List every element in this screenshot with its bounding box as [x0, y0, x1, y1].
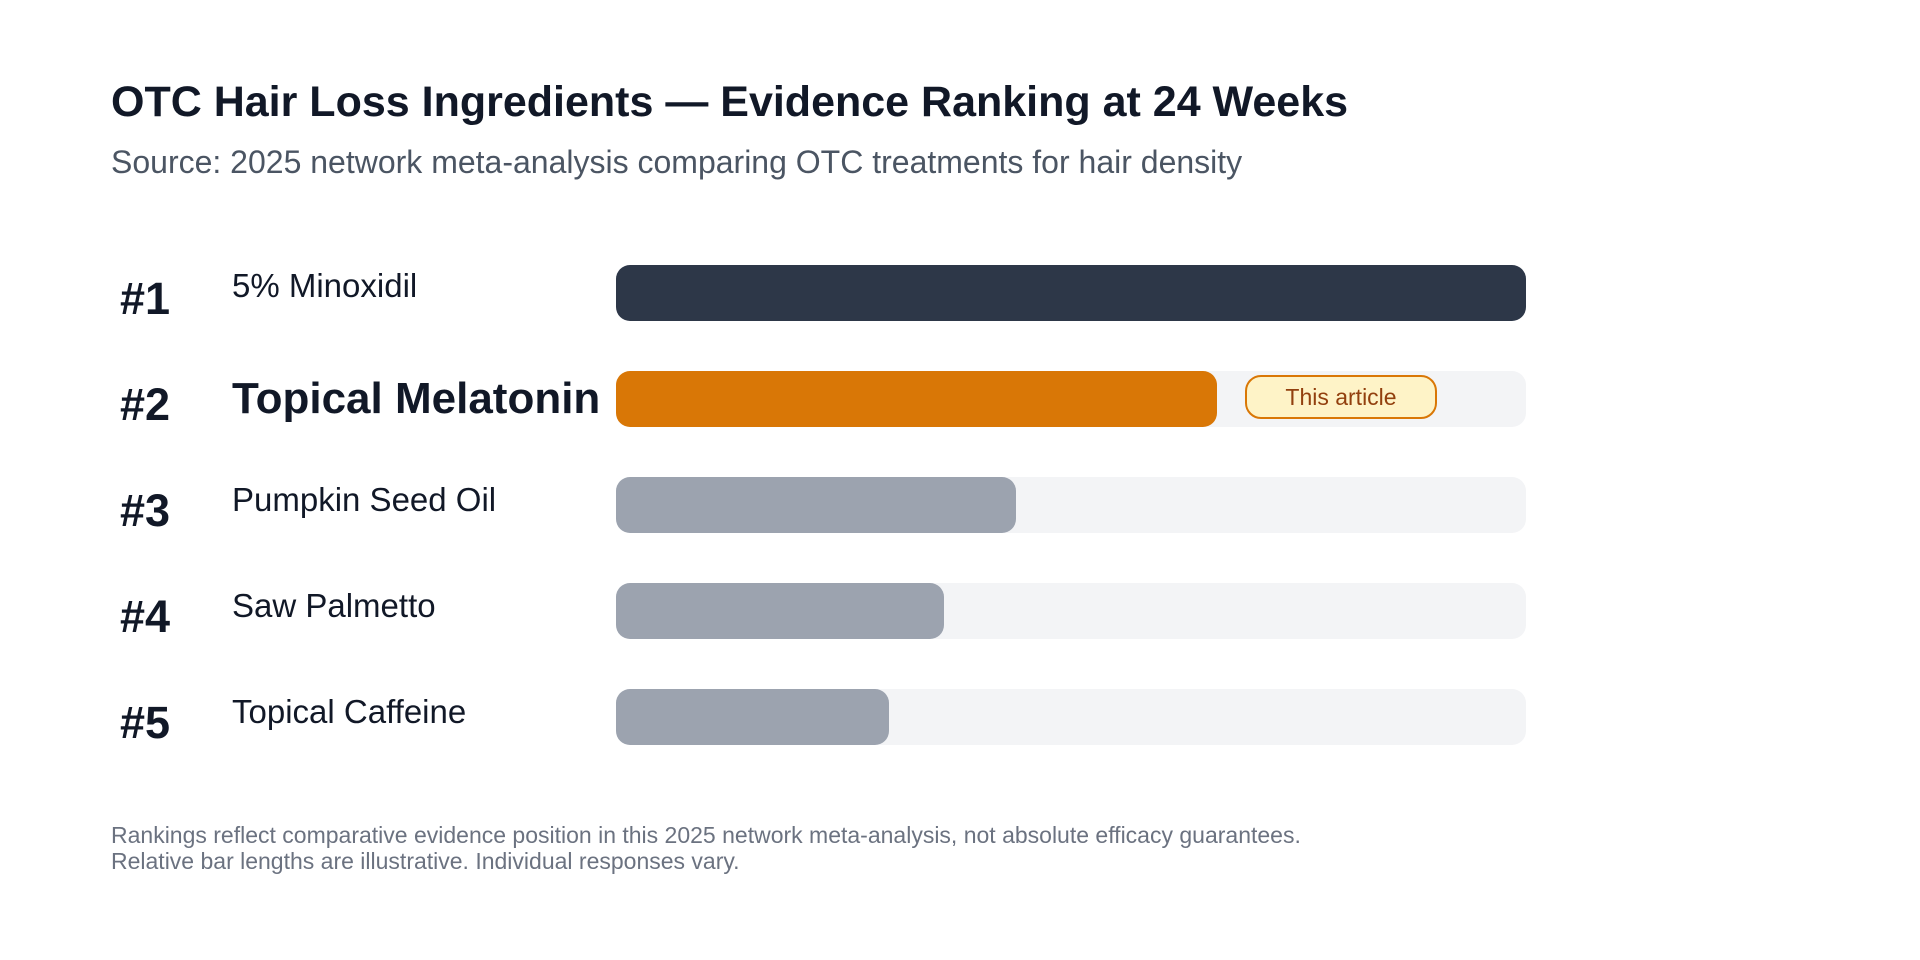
footnote-line-2: Relative bar lengths are illustrative. I…	[111, 848, 740, 874]
bar	[616, 583, 944, 639]
chart-title: OTC Hair Loss Ingredients — Evidence Ran…	[111, 78, 1349, 126]
rank-label: #1	[120, 273, 171, 324]
bar-row: #1 5% Minoxidil	[0, 265, 1920, 324]
bar-row: #3 Pumpkin Seed Oil	[0, 477, 1920, 536]
rank-label: #5	[120, 697, 171, 748]
bar-row: #4 Saw Palmetto	[0, 583, 1920, 642]
bar-track	[616, 583, 1526, 639]
bar	[616, 689, 889, 745]
highlight-badge: This article	[1245, 375, 1437, 419]
chart-subtitle: Source: 2025 network meta-analysis compa…	[111, 144, 1243, 180]
rank-label: #4	[120, 591, 171, 642]
bar	[616, 477, 1016, 533]
rank-label: #3	[120, 485, 171, 536]
category-label: Pumpkin Seed Oil	[232, 481, 497, 518]
bar	[616, 371, 1217, 427]
bar-track	[616, 689, 1526, 745]
footnote-line-1: Rankings reflect comparative evidence po…	[111, 822, 1301, 848]
category-label: Saw Palmetto	[232, 587, 436, 624]
bar-track	[616, 265, 1526, 321]
category-label: 5% Minoxidil	[232, 267, 418, 304]
bar-row: #2 Topical Melatonin This article	[0, 371, 1920, 430]
bar-row: #5 Topical Caffeine	[0, 689, 1920, 748]
rank-label: #2	[120, 379, 171, 430]
bar	[616, 265, 1526, 321]
category-label: Topical Melatonin	[232, 374, 601, 423]
category-label: Topical Caffeine	[232, 693, 467, 730]
bar-track	[616, 477, 1526, 533]
